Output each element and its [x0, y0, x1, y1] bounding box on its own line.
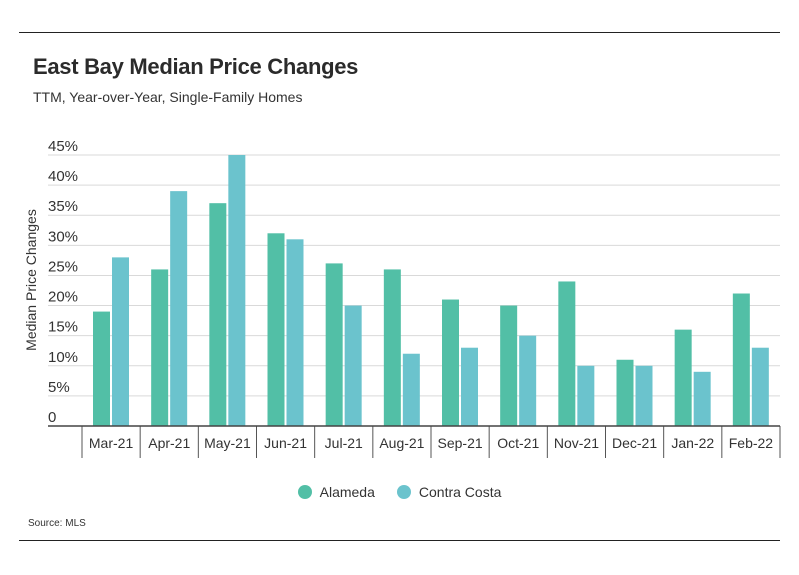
bar-contra-costa — [286, 239, 304, 426]
x-tick-label: Jul-21 — [325, 435, 363, 451]
legend: Alameda Contra Costa — [0, 484, 799, 500]
y-tick-label: 10% — [48, 349, 78, 366]
y-tick-label: 45% — [48, 138, 78, 155]
bar-alameda — [732, 293, 750, 426]
x-tick-label: Dec-21 — [612, 435, 657, 451]
bar-contra-costa — [751, 347, 769, 426]
bar-chart: 0 5% 10% 15% 20% 25% 30% 35% 40% 45% Mar-21 Apr-21 M… — [48, 138, 781, 458]
bar-alameda — [500, 305, 518, 426]
bar-alameda — [558, 281, 576, 426]
chart-subtitle: TTM, Year-over-Year, Single-Family Homes — [33, 89, 303, 105]
y-tick-label: 15% — [48, 319, 78, 336]
bar-alameda — [674, 329, 692, 426]
bar-alameda — [616, 359, 634, 426]
bar-contra-costa — [577, 365, 595, 426]
bar-alameda — [442, 299, 459, 426]
x-tick-label: Feb-22 — [729, 435, 774, 451]
x-tick-label: Sep-21 — [438, 435, 483, 451]
bar-alameda — [325, 263, 343, 426]
bar-contra-costa — [112, 257, 129, 426]
y-tick-label: 5% — [48, 379, 70, 396]
bar-contra-costa — [635, 365, 653, 426]
legend-label-alameda: Alameda — [319, 484, 375, 500]
bar-contra-costa — [693, 371, 711, 426]
legend-label-contra-costa: Contra Costa — [418, 484, 502, 500]
y-tick-label: 35% — [48, 198, 78, 215]
x-tick-label: May-21 — [204, 435, 251, 451]
bar-contra-costa — [228, 155, 246, 426]
y-tick-label: 40% — [48, 168, 78, 185]
x-tick-label: Apr-21 — [148, 435, 190, 451]
x-tick-label: Oct-21 — [497, 435, 539, 451]
y-tick-label: 0 — [48, 409, 56, 426]
x-tick-label: Jan-22 — [671, 435, 714, 451]
x-tick-label: Aug-21 — [379, 435, 424, 451]
legend-item-alameda: Alameda — [297, 484, 375, 500]
bar-contra-costa — [170, 191, 188, 426]
x-tick-label: Jun-21 — [264, 435, 307, 451]
x-tick-label: Nov-21 — [554, 435, 599, 451]
y-tick-label: 25% — [48, 258, 78, 275]
bar-alameda — [267, 233, 285, 426]
chart-title: East Bay Median Price Changes — [33, 54, 359, 79]
bottom-rule — [19, 540, 780, 541]
y-tick-label: 20% — [48, 289, 78, 306]
legend-swatch-alameda — [297, 485, 312, 499]
bar-alameda — [151, 269, 169, 426]
legend-swatch-contra-costa — [396, 485, 411, 499]
bar-alameda — [383, 269, 401, 426]
bar-alameda — [93, 311, 110, 426]
top-rule — [19, 32, 780, 33]
source-note: Source: MLS — [28, 518, 86, 529]
bar-contra-costa — [344, 305, 362, 426]
bar-contra-costa — [461, 347, 478, 426]
bar-contra-costa — [402, 353, 420, 426]
legend-item-contra-costa: Contra Costa — [396, 484, 502, 500]
bar-alameda — [209, 203, 227, 426]
x-tick-label: Mar-21 — [89, 435, 134, 451]
y-tick-label: 30% — [48, 228, 78, 245]
bar-contra-costa — [519, 335, 537, 426]
